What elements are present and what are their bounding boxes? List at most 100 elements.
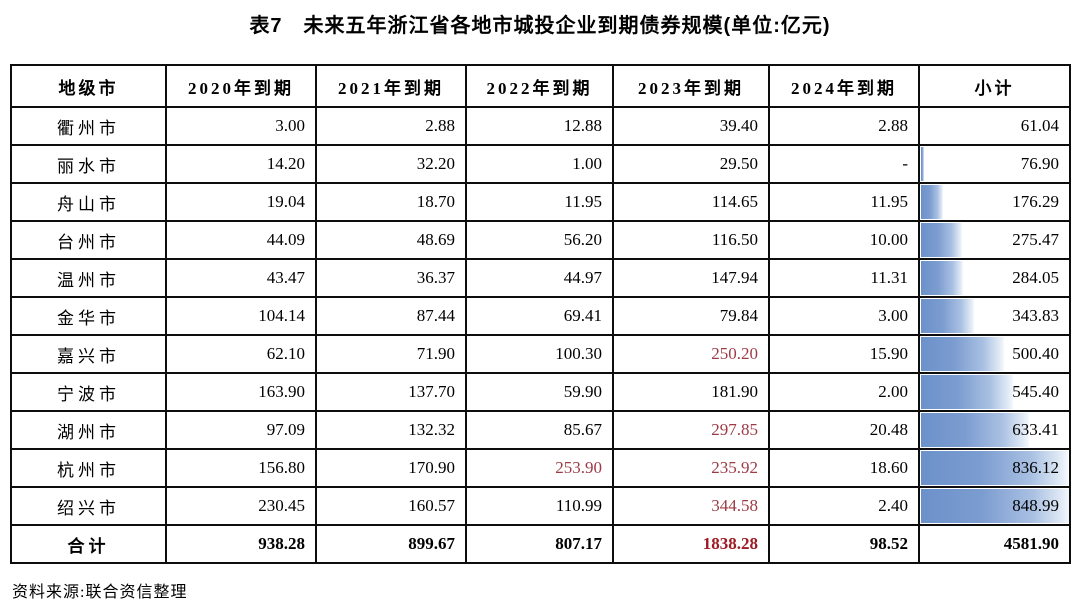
value-cell: 11.31	[768, 258, 920, 298]
value-cell: 170.90	[315, 448, 467, 488]
subtotal-value: 633.41	[1012, 420, 1059, 439]
value-cell: 160.57	[315, 486, 467, 526]
value-cell: 110.99	[465, 486, 614, 526]
table-row: 绍兴市 230.45 160.57 110.99 344.58 2.40 848.99	[10, 486, 1071, 526]
value-cell: 156.80	[165, 448, 317, 488]
value-cell: 100.30	[465, 334, 614, 374]
column-header-subtotal: 小计	[918, 64, 1071, 108]
value-cell: 163.90	[165, 372, 317, 412]
value-cell: 2.00	[768, 372, 920, 412]
table-title: 表7 未来五年浙江省各地市城投企业到期债券规模(单位:亿元)	[249, 15, 831, 37]
subtotal-data-bar	[921, 375, 1013, 409]
value-cell: 2.88	[315, 106, 467, 146]
subtotal-cell: 275.47	[918, 220, 1071, 260]
city-name-cell: 丽水市	[10, 144, 167, 184]
subtotal-value: 848.99	[1012, 496, 1059, 515]
subtotal-data-bar	[921, 147, 924, 181]
value-cell: 1838.28	[612, 524, 770, 564]
value-cell: 44.09	[165, 220, 317, 260]
column-header-city: 地级市	[10, 64, 167, 108]
subtotal-value: 76.90	[1020, 154, 1059, 173]
total-label-cell: 合计	[10, 524, 167, 564]
subtotal-data-bar	[921, 261, 964, 295]
value-cell: 11.95	[465, 182, 614, 222]
subtotal-cell: 61.04	[918, 106, 1071, 146]
subtotal-cell: 836.12	[918, 448, 1071, 488]
value-cell: 807.17	[465, 524, 614, 564]
table-row: 衢州市 3.00 2.88 12.88 39.40 2.88 61.04	[10, 106, 1071, 146]
value-cell: 59.90	[465, 372, 614, 412]
city-name-cell: 温州市	[10, 258, 167, 298]
subtotal-value: 61.04	[1020, 116, 1059, 135]
subtotal-value: 343.83	[1012, 306, 1059, 325]
table-row: 嘉兴市 62.10 71.90 100.30 250.20 15.90 500.40	[10, 334, 1071, 374]
value-cell: 116.50	[612, 220, 770, 260]
bond-maturity-table: 地级市 2020年到期 2021年到期 2022年到期 2023年到期 2024…	[10, 64, 1071, 564]
value-cell: 181.90	[612, 372, 770, 412]
value-cell: 98.52	[768, 524, 920, 564]
value-cell: 79.84	[612, 296, 770, 336]
subtotal-data-bar	[921, 451, 1068, 485]
city-name-cell: 衢州市	[10, 106, 167, 146]
value-cell: 43.47	[165, 258, 317, 298]
column-header-2022: 2022年到期	[465, 64, 614, 108]
header-row: 地级市 2020年到期 2021年到期 2022年到期 2023年到期 2024…	[10, 64, 1071, 108]
column-header-2024: 2024年到期	[768, 64, 920, 108]
table-row: 丽水市 14.20 32.20 1.00 29.50- 76.90	[10, 144, 1071, 184]
subtotal-value: 836.12	[1012, 458, 1059, 477]
value-cell: 85.67	[465, 410, 614, 450]
subtotal-data-bar	[921, 489, 1068, 523]
subtotal-value: 545.40	[1012, 382, 1059, 401]
value-cell: 19.04	[165, 182, 317, 222]
value-cell: 36.37	[315, 258, 467, 298]
value-cell: 39.40	[612, 106, 770, 146]
value-cell: 235.92	[612, 448, 770, 488]
subtotal-value: 176.29	[1012, 192, 1059, 211]
value-cell: 12.88	[465, 106, 614, 146]
subtotal-cell: 633.41	[918, 410, 1071, 450]
city-name-cell: 嘉兴市	[10, 334, 167, 374]
value-cell: 71.90	[315, 334, 467, 374]
value-cell: 56.20	[465, 220, 614, 260]
value-cell: 97.09	[165, 410, 317, 450]
city-name-cell: 绍兴市	[10, 486, 167, 526]
value-cell: 3.00	[165, 106, 317, 146]
subtotal-cell: 284.05	[918, 258, 1071, 298]
subtotal-cell: 500.40	[918, 334, 1071, 374]
value-cell: 250.20	[612, 334, 770, 374]
table-row: 温州市 43.47 36.37 44.97 147.94 11.31 284.05	[10, 258, 1071, 298]
subtotal-value: 275.47	[1012, 230, 1059, 249]
column-header-2021: 2021年到期	[315, 64, 467, 108]
city-name-cell: 舟山市	[10, 182, 167, 222]
value-cell: 69.41	[465, 296, 614, 336]
total-row: 合计 938.28 899.67 807.17 1838.28 98.52 4581.90	[10, 524, 1071, 564]
value-cell: 253.90	[465, 448, 614, 488]
table-row: 宁波市 163.90 137.70 59.90 181.90 2.00 545.40	[10, 372, 1071, 412]
city-name-cell: 金华市	[10, 296, 167, 336]
table-row: 金华市 104.14 87.44 69.41 79.84 3.00 343.83	[10, 296, 1071, 336]
value-cell: 2.40	[768, 486, 920, 526]
subtotal-data-bar	[921, 185, 943, 219]
city-name-cell: 湖州市	[10, 410, 167, 450]
subtotal-data-bar	[921, 337, 1005, 371]
table-row: 湖州市 97.09 132.32 85.67 297.85 20.48 633.41	[10, 410, 1071, 450]
subtotal-cell: 848.99	[918, 486, 1071, 526]
table-row: 舟山市 19.04 18.70 11.95 114.65 11.95 176.29	[10, 182, 1071, 222]
value-cell: 87.44	[315, 296, 467, 336]
value-cell: 1.00	[465, 144, 614, 184]
value-cell: 938.28	[165, 524, 317, 564]
value-cell: 29.50	[612, 144, 770, 184]
value-cell: 147.94	[612, 258, 770, 298]
value-cell: 48.69	[315, 220, 467, 260]
subtotal-cell: 176.29	[918, 182, 1071, 222]
value-cell: 15.90	[768, 334, 920, 374]
subtotal-data-bar	[921, 413, 1030, 447]
subtotal-data-bar	[921, 299, 975, 333]
value-cell: 899.67	[315, 524, 467, 564]
value-cell: 32.20	[315, 144, 467, 184]
value-cell: 11.95	[768, 182, 920, 222]
value-cell: 104.14	[165, 296, 317, 336]
subtotal-cell: 343.83	[918, 296, 1071, 336]
table-header: 地级市 2020年到期 2021年到期 2022年到期 2023年到期 2024…	[10, 64, 1071, 108]
